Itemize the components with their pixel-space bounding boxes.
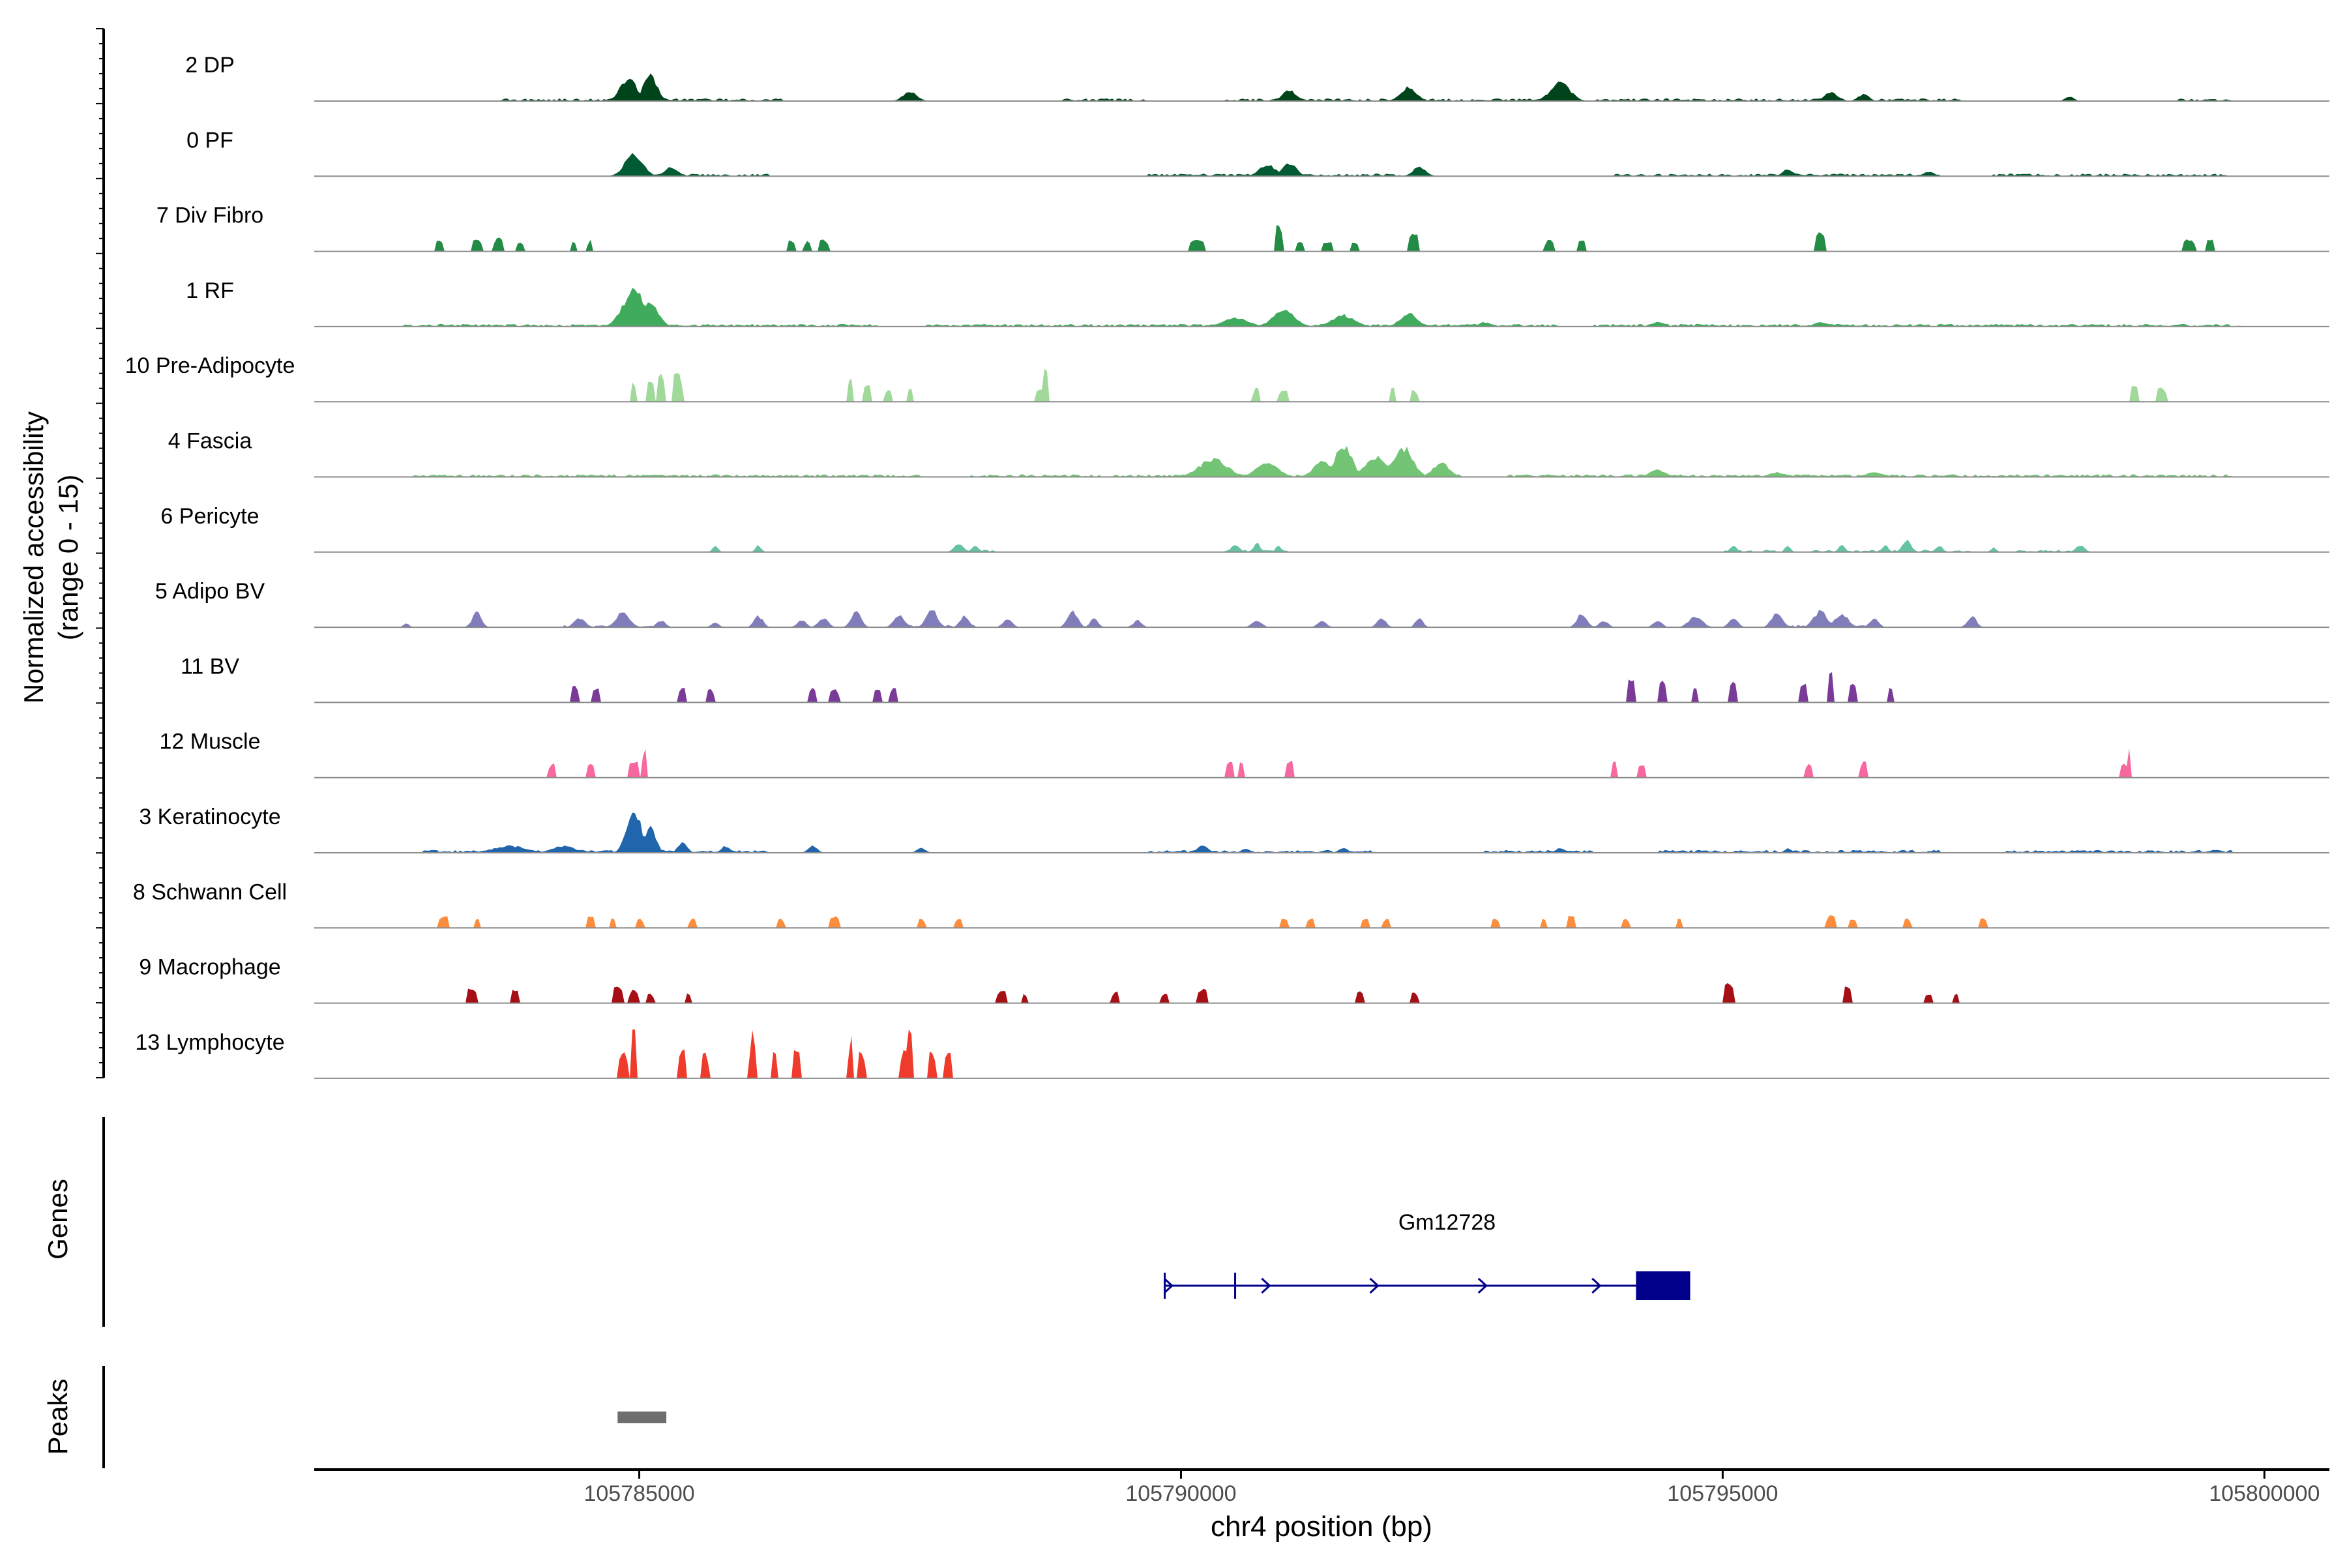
track-12-muscle: 12 Muscle [160, 730, 2329, 778]
peaks-panel-label: Peaks [42, 1379, 73, 1455]
track-signal [314, 539, 2329, 552]
track-signal [314, 73, 2329, 101]
track-signal [314, 153, 2329, 177]
track-2-dp: 2 DP [185, 53, 2329, 102]
track-6-pericyte: 6 Pericyte [160, 504, 2329, 553]
track-label: 7 Div Fibro [156, 203, 263, 228]
x-tick-label: 105795000 [1667, 1481, 1778, 1506]
track-label: 6 Pericyte [160, 504, 259, 529]
track-signal [314, 225, 2329, 252]
track-signal [314, 748, 2329, 778]
track-label: 13 Lymphocyte [135, 1030, 284, 1055]
gene-strand-arrow [1477, 1277, 1488, 1294]
track-label: 1 RF [186, 278, 234, 303]
track-signal [314, 983, 2329, 1003]
track-signal [314, 812, 2329, 853]
x-tick-label: 105785000 [583, 1481, 694, 1506]
track-label: 8 Schwann Cell [133, 880, 287, 904]
track-label: 4 Fascia [168, 429, 252, 454]
track-4-fascia: 4 Fascia [168, 429, 2329, 478]
x-axis-ticks: 105785000 105790000 105795000 105800000 [583, 1470, 2320, 1506]
track-label: 11 BV [181, 654, 239, 679]
track-5-adipo-bv: 5 Adipo BV [155, 579, 2329, 629]
track-label: 12 Muscle [160, 730, 261, 754]
y-axis-ticks [96, 28, 104, 1078]
track-11-bv: 11 BV [181, 654, 2329, 703]
y-axis-title-line2: (range 0 - 15) [53, 475, 83, 640]
track-1-rf: 1 RF [186, 278, 2329, 327]
track-signal [314, 446, 2329, 477]
genes-panel-label: Genes [42, 1179, 73, 1260]
gene-label: Gm12728 [1398, 1210, 1496, 1235]
peaks-track [617, 1412, 667, 1423]
track-3-keratinocyte: 3 Keratinocyte [139, 805, 2329, 853]
track-signal [314, 672, 2329, 703]
track-label: 9 Macrophage [139, 955, 280, 980]
track-signal [314, 1029, 2329, 1078]
gene-model: Gm12728 [1163, 1210, 1690, 1300]
track-7-div-fibro: 7 Div Fibro [156, 203, 2329, 252]
track-label: 5 Adipo BV [155, 579, 265, 604]
peak-region [617, 1412, 667, 1423]
track-signal [314, 288, 2329, 327]
track-label: 0 PF [186, 128, 233, 153]
track-13-lymphocyte: 13 Lymphocyte [135, 1029, 2329, 1079]
gene-strand-arrow [1369, 1277, 1380, 1294]
track-9-macrophage: 9 Macrophage [139, 955, 2329, 1004]
track-label: 10 Pre-Adipocyte [125, 353, 295, 378]
track-8-schwann-cell: 8 Schwann Cell [133, 880, 2329, 929]
y-axis-title-line1: Normalized accessibility [18, 411, 49, 703]
track-10-pre-adipocyte: 10 Pre-Adipocyte [125, 353, 2329, 403]
track-signal [314, 915, 2329, 928]
track-signal [314, 368, 2329, 402]
x-tick-label: 105800000 [2209, 1481, 2320, 1506]
x-axis-title: chr4 position (bp) [1211, 1511, 1432, 1543]
track-0-pf: 0 PF [186, 128, 2329, 177]
gene-exon-block [1636, 1271, 1690, 1300]
x-tick-label: 105790000 [1125, 1481, 1236, 1506]
tracks-group: 2 DP 0 PF 7 Div Fibro 1 RF 10 Pre-Adipocyte 4… [125, 53, 2329, 1079]
track-label: 3 Keratinocyte [139, 805, 280, 829]
gene-strand-arrow [1163, 1277, 1174, 1294]
gene-strand-arrow [1261, 1277, 1271, 1294]
gene-strand-arrow [1591, 1277, 1602, 1294]
track-signal [314, 610, 2329, 628]
track-label: 2 DP [185, 53, 235, 78]
